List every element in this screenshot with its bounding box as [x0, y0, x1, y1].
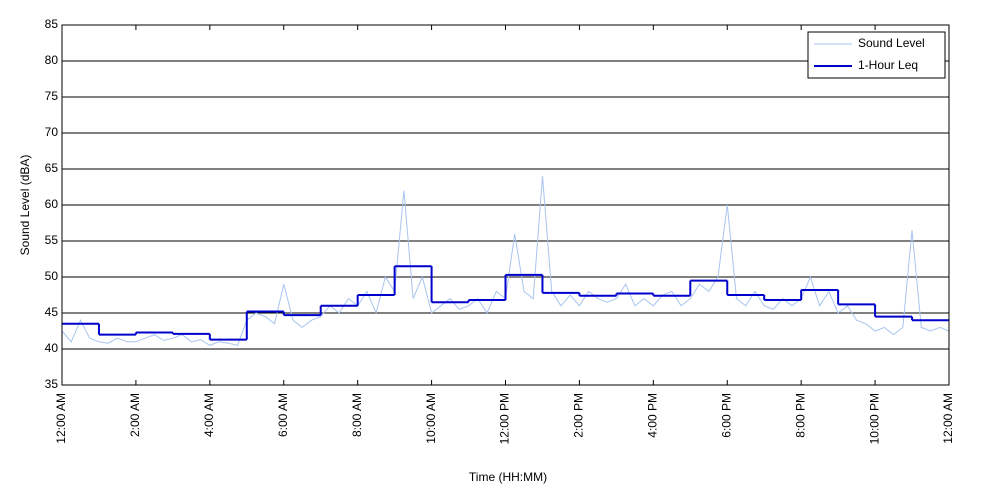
x-tick-label: 12:00 AM [941, 393, 955, 444]
y-axis-label: Sound Level (dBA) [18, 155, 32, 256]
y-tick-label: 65 [45, 161, 59, 175]
legend-label: 1-Hour Leq [858, 58, 918, 72]
y-tick-label: 70 [45, 125, 59, 139]
x-tick-label: 6:00 PM [719, 393, 733, 438]
x-tick-label: 8:00 PM [793, 393, 807, 438]
y-tick-label: 40 [45, 341, 59, 355]
plot-frame [61, 24, 950, 386]
y-tick-label: 50 [45, 269, 59, 283]
x-axis-label: Time (HH:MM) [469, 470, 547, 484]
x-tick-label: 6:00 AM [276, 393, 290, 437]
x-tick-label: 10:00 AM [424, 393, 438, 444]
y-tick-label: 45 [45, 305, 59, 319]
x-tick-label: 2:00 PM [572, 393, 586, 438]
x-tick-label: 4:00 PM [646, 393, 660, 438]
y-tick-label: 55 [45, 233, 59, 247]
x-tick-label: 12:00 AM [54, 393, 68, 444]
x-tick-label: 12:00 PM [498, 393, 512, 444]
x-tick-label: 8:00 AM [350, 393, 364, 437]
y-tick-label: 60 [45, 197, 59, 211]
y-tick-label: 75 [45, 89, 59, 103]
x-tick-label: 2:00 AM [128, 393, 142, 437]
x-tick-label: 4:00 AM [202, 393, 216, 437]
y-tick-label: 85 [45, 17, 59, 31]
x-tick-label: 10:00 PM [867, 393, 881, 444]
legend-box [807, 31, 946, 79]
y-tick-label: 80 [45, 53, 59, 67]
sound-level-line [61, 176, 950, 346]
legend-label: Sound Level [858, 36, 925, 50]
y-tick-label: 35 [45, 377, 59, 391]
